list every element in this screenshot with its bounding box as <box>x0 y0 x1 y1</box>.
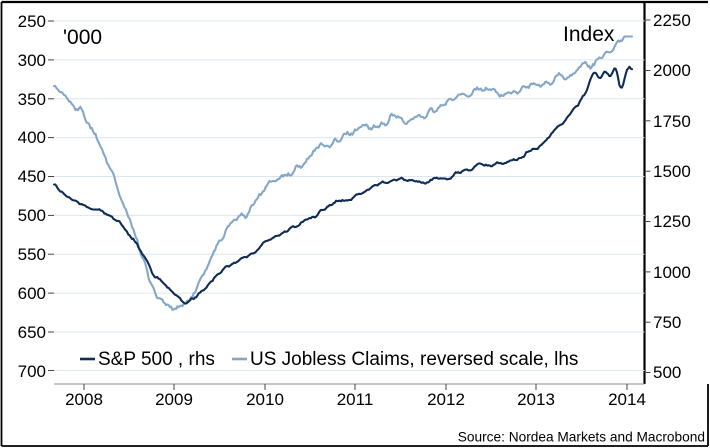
svg-text:2011: 2011 <box>337 390 374 409</box>
svg-text:S&P 500 , rhs: S&P 500 , rhs <box>98 349 215 370</box>
svg-text:2009: 2009 <box>155 390 193 409</box>
svg-text:500: 500 <box>18 206 46 225</box>
svg-text:500: 500 <box>653 363 681 382</box>
svg-text:2014: 2014 <box>608 390 646 409</box>
svg-text:550: 550 <box>18 245 46 264</box>
svg-text:250: 250 <box>18 12 46 31</box>
svg-text:1750: 1750 <box>653 112 691 131</box>
svg-text:1500: 1500 <box>653 162 691 181</box>
svg-text:2012: 2012 <box>427 390 465 409</box>
svg-text:750: 750 <box>653 313 681 332</box>
svg-text:600: 600 <box>18 284 46 303</box>
svg-text:350: 350 <box>18 90 46 109</box>
svg-text:Index: Index <box>563 23 615 46</box>
svg-text:400: 400 <box>18 128 46 147</box>
svg-text:2013: 2013 <box>517 390 555 409</box>
svg-text:700: 700 <box>18 362 46 381</box>
svg-text:1250: 1250 <box>653 212 691 231</box>
svg-text:Source: Nordea Markets and Mac: Source: Nordea Markets and Macrobond <box>458 430 705 445</box>
svg-text:300: 300 <box>18 51 46 70</box>
svg-text:2000: 2000 <box>653 61 691 80</box>
svg-text:'000: '000 <box>63 26 102 49</box>
svg-text:2010: 2010 <box>246 390 284 409</box>
svg-text:650: 650 <box>18 323 46 342</box>
svg-text:2008: 2008 <box>65 390 103 409</box>
svg-text:2250: 2250 <box>653 11 691 30</box>
svg-text:450: 450 <box>18 167 46 186</box>
svg-text:US Jobless Claims, reversed sc: US Jobless Claims, reversed scale, lhs <box>250 349 578 370</box>
svg-text:1000: 1000 <box>653 263 691 282</box>
